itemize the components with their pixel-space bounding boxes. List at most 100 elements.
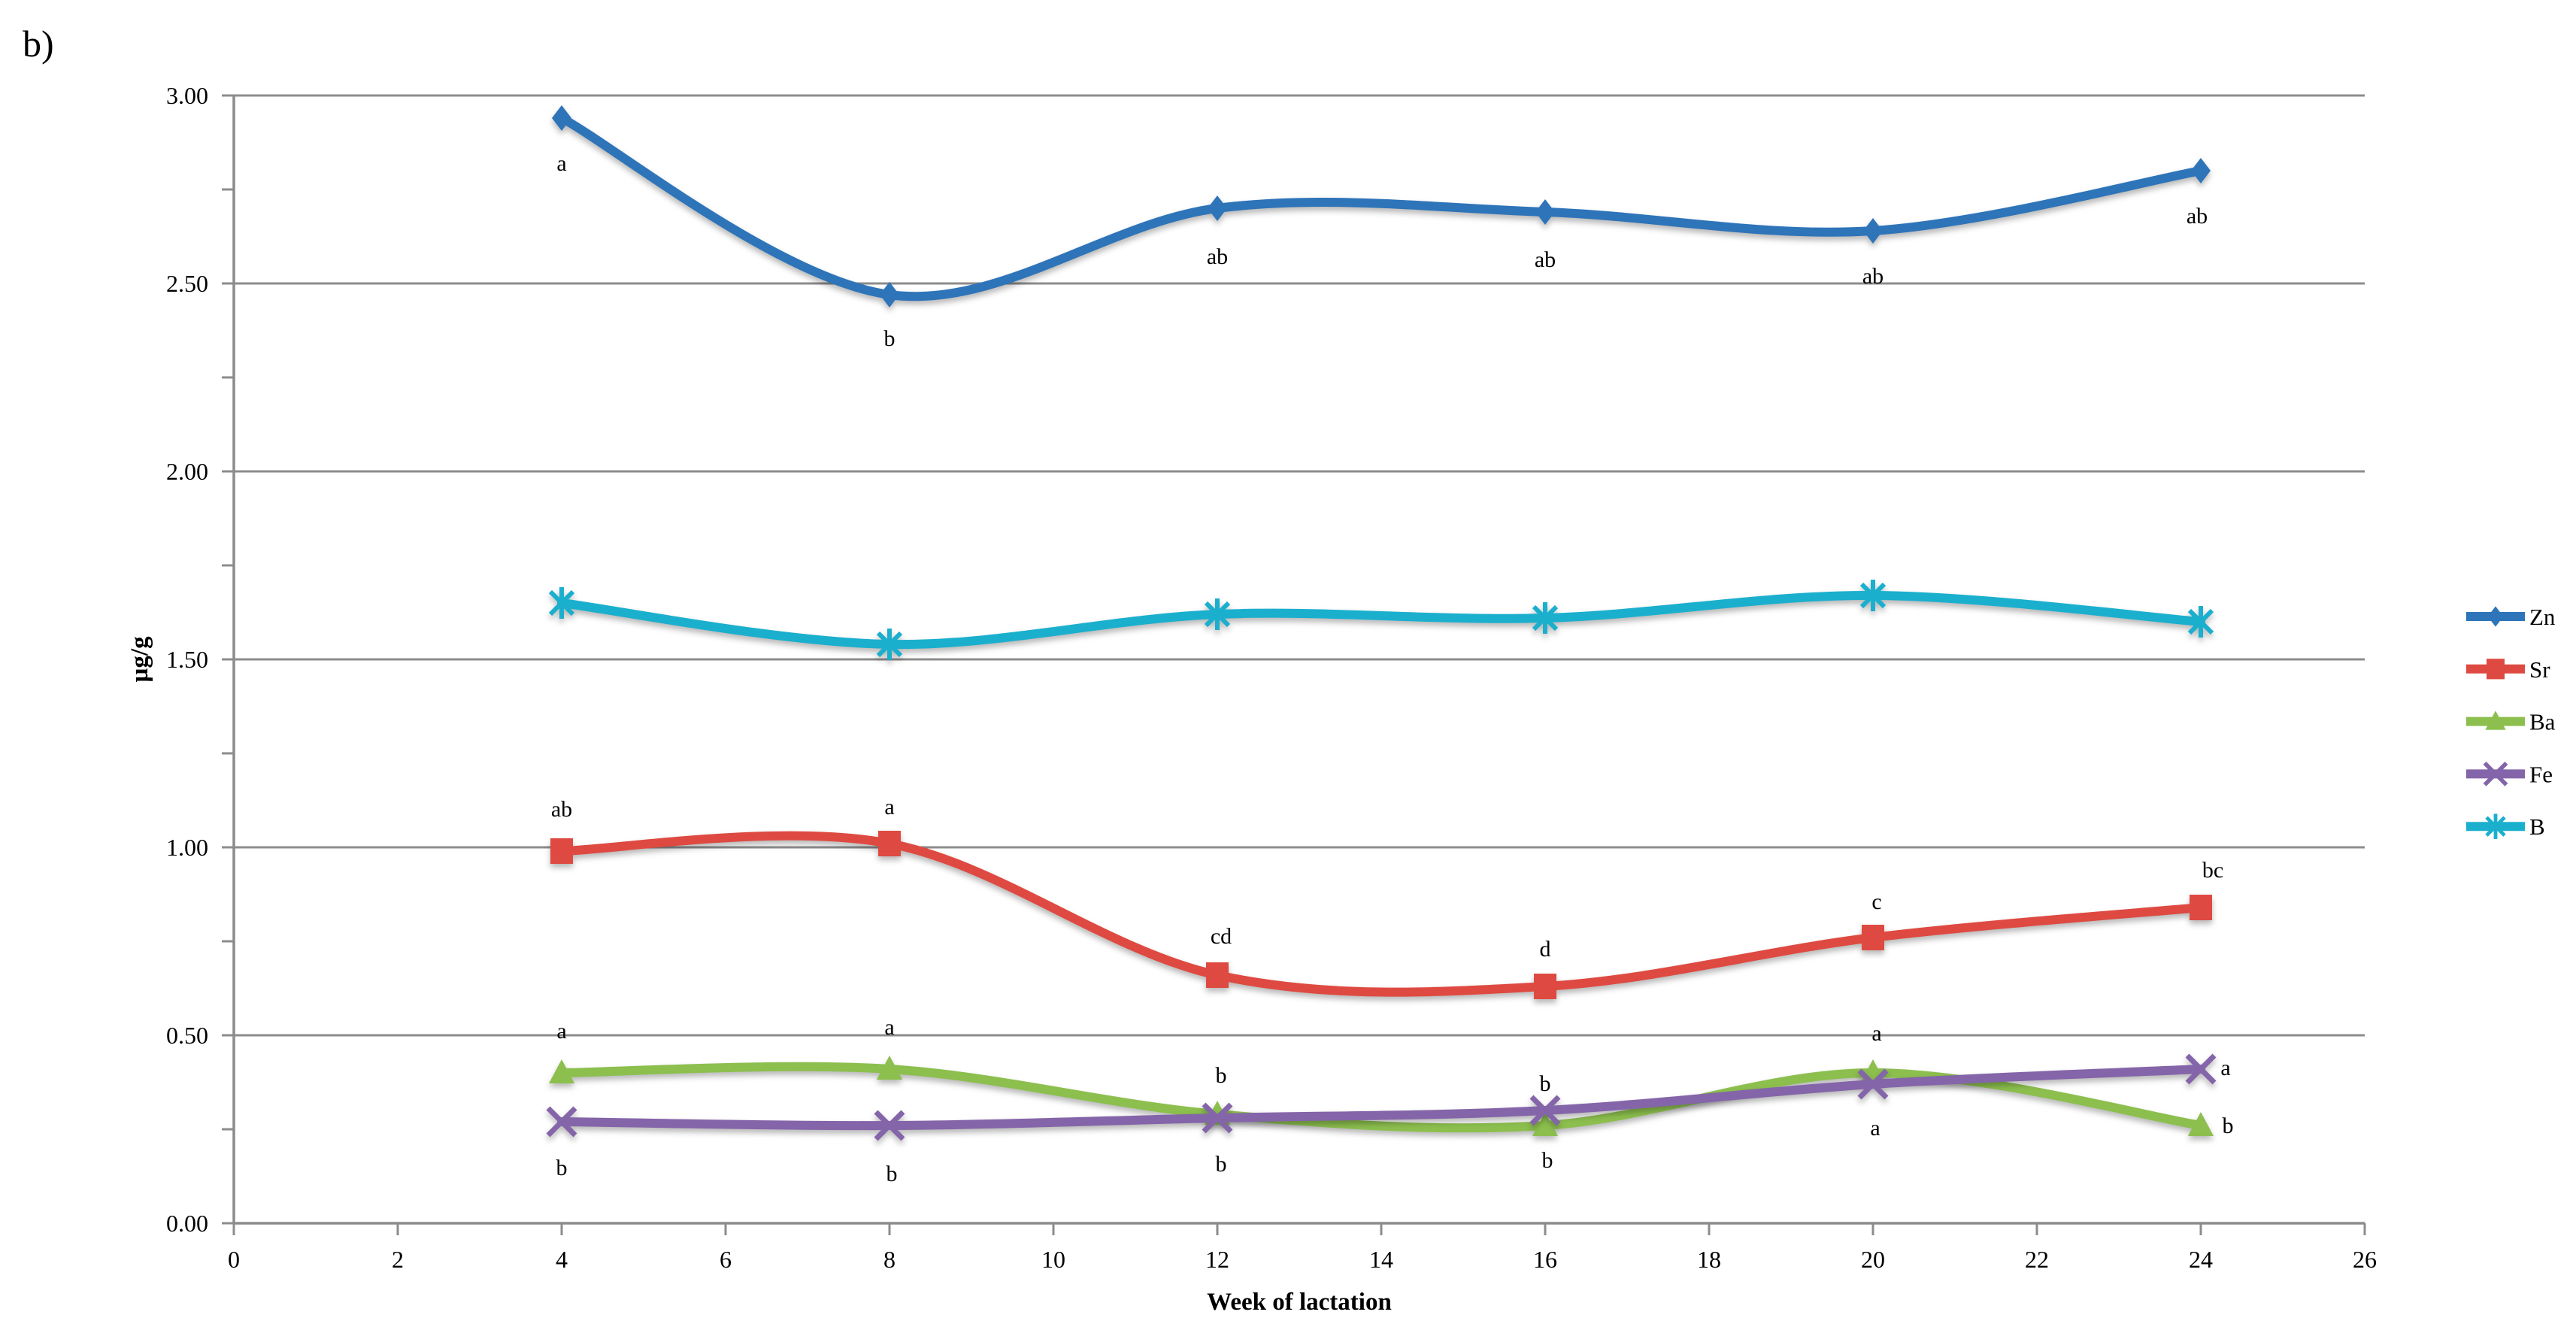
series-line-B (557, 590, 2205, 650)
x-axis-title: Week of lactation (1207, 1289, 1392, 1316)
legend-item-Zn: Zn (2466, 604, 2556, 630)
x-tick-label: 24 (2189, 1246, 2213, 1273)
x-tick-label: 22 (2025, 1246, 2049, 1273)
marker-Fe (1857, 1068, 1889, 1100)
legend-marker-Sr (2487, 659, 2505, 680)
x-tick-label: 10 (1041, 1246, 1065, 1273)
point-label-Ba: a (884, 1015, 894, 1040)
legend-item-Ba: Ba (2466, 709, 2556, 735)
x-tick-label: 26 (2353, 1246, 2377, 1273)
legend: Zn Sr Ba Fe B (2466, 604, 2556, 840)
y-tick-label: 0.50 (166, 1022, 208, 1049)
series-line-Sr (557, 831, 2205, 997)
point-label-Zn: b (884, 326, 896, 351)
legend-marker-Fe (2483, 762, 2508, 786)
y-tick-label: 2.50 (166, 270, 208, 297)
legend-marker-Ba (2485, 710, 2506, 730)
series-layer (546, 105, 2217, 1141)
x-tick-label: 12 (1205, 1246, 1229, 1273)
marker-Sr (1206, 962, 1229, 988)
y-axis-title: µg/g (126, 636, 153, 683)
marker-B (1204, 598, 1231, 630)
legend-label-Ba: Ba (2529, 709, 2556, 735)
panel-label: b) (23, 23, 54, 65)
marker-Ba (1532, 1112, 1558, 1136)
x-tick-label: 14 (1369, 1246, 1393, 1273)
legend-item-Fe: Fe (2466, 761, 2553, 787)
point-label-Ba: a (556, 1019, 566, 1044)
marker-Zn (2191, 158, 2211, 183)
x-tick-label: 4 (556, 1246, 568, 1273)
series-line-Fe (557, 1065, 2205, 1131)
point-label-Sr: c (1871, 889, 1881, 914)
series-Zn (552, 105, 2211, 307)
series-Ba (549, 1056, 2214, 1136)
x-tick-label: 18 (1697, 1246, 1721, 1273)
x-tick-label: 6 (720, 1246, 732, 1273)
marker-Ba (2188, 1112, 2214, 1136)
series-B (548, 580, 2214, 660)
marker-Sr (1862, 925, 1884, 950)
x-tick-label: 2 (392, 1246, 404, 1273)
marker-Zn (1863, 218, 1883, 244)
marker-B (2187, 606, 2214, 638)
x-tick-label: 16 (1533, 1246, 1557, 1273)
point-label-Zn: a (556, 151, 566, 176)
marker-B (548, 587, 575, 619)
y-tick-label: 3.00 (166, 82, 208, 109)
y-tick-label: 2.00 (166, 458, 208, 485)
marker-Sr (2190, 895, 2212, 920)
point-label-Sr: ab (551, 797, 572, 822)
marker-Ba (877, 1056, 902, 1080)
point-label-Ba: a (1871, 1021, 1881, 1046)
axis-layer: 0.000.501.001.502.002.503.000 2 4 6 8 10 12 14 1… (166, 82, 2377, 1273)
marker-Sr (1534, 974, 1556, 999)
grid-layer (234, 94, 2365, 1037)
series-Fe (546, 1053, 2217, 1141)
marker-Fe (2185, 1053, 2217, 1085)
point-label-Zn: ab (1207, 244, 1228, 269)
series-line-Zn (557, 114, 2205, 301)
marker-B (876, 629, 903, 660)
point-label-Ba: b (1216, 1063, 1227, 1088)
point-label-Sr: d (1540, 937, 1551, 962)
marker-Fe (1529, 1095, 1561, 1126)
marker-Fe (546, 1106, 577, 1138)
point-label-Fe: b (886, 1162, 898, 1186)
marker-B (1532, 602, 1559, 634)
y-tick-label: 1.00 (166, 834, 208, 861)
marker-Fe (1202, 1102, 1233, 1134)
legend-item-B: B (2466, 813, 2545, 840)
marker-Fe (874, 1110, 905, 1141)
legend-marker-Zn (2487, 606, 2504, 627)
legend-label-B: B (2529, 813, 2545, 840)
y-tick-label: 1.50 (166, 646, 208, 673)
point-label-Zn: ab (1535, 247, 1556, 272)
point-label-Fe: a (2220, 1056, 2230, 1080)
series-Sr (550, 831, 2212, 999)
point-label-Fe: b (1540, 1071, 1551, 1096)
legend-label-Fe: Fe (2529, 761, 2553, 787)
point-label-Zn: ab (2187, 204, 2208, 229)
x-tick-label: 8 (883, 1246, 896, 1273)
legend-marker-B (2485, 813, 2506, 839)
series-line-Ba (557, 1062, 2205, 1133)
legend-label-Sr: Sr (2529, 656, 2550, 683)
marker-Zn (552, 105, 571, 131)
point-label-Ba: b (2223, 1113, 2234, 1138)
legend-item-Sr: Sr (2466, 656, 2550, 683)
point-label-Fe: a (1870, 1116, 1880, 1141)
point-label-Sr: cd (1211, 924, 1232, 949)
x-tick-label: 20 (1861, 1246, 1885, 1273)
x-tick-label: 0 (228, 1246, 240, 1273)
point-label-Fe: b (556, 1156, 568, 1180)
marker-Ba (549, 1059, 574, 1083)
point-label-Sr: a (884, 795, 894, 819)
marker-Zn (1208, 195, 1227, 221)
legend-label-Zn: Zn (2529, 604, 2556, 630)
marker-Sr (878, 831, 901, 856)
marker-Zn (1535, 199, 1555, 225)
